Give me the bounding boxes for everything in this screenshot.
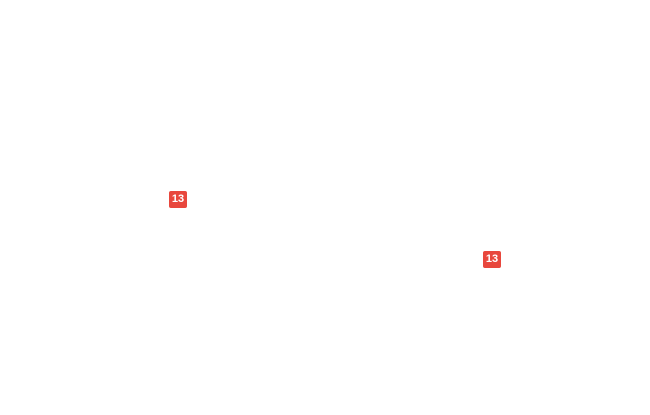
part-marker[interactable]: 13 — [169, 191, 187, 208]
part-marker[interactable]: 13 — [483, 251, 501, 268]
